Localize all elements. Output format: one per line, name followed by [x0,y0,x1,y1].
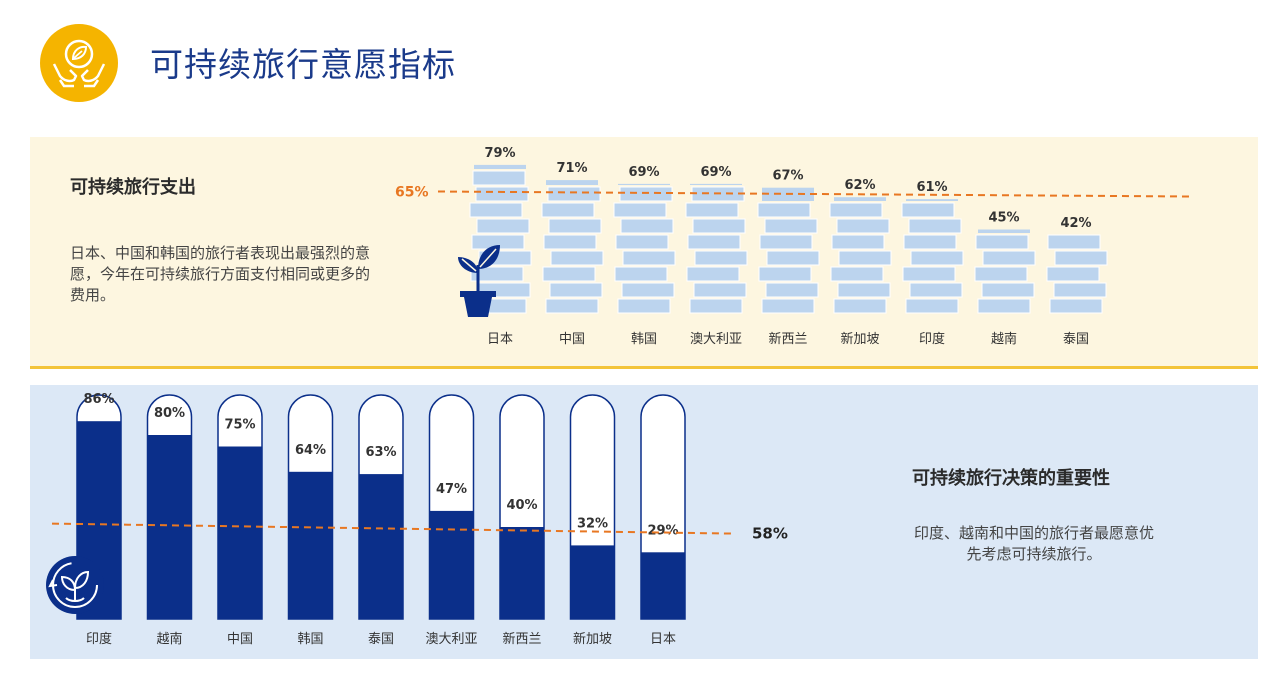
bar-1 [541,180,604,314]
reference-line [437,190,1191,198]
value-label-4: 67% [772,169,803,184]
value-label-1: 71% [556,161,587,176]
bar-4 [757,187,820,314]
category-label-3: 韩国 [297,632,323,647]
bar-8 [640,394,686,620]
page-title: 可持续旅行意愿指标 [150,45,456,84]
bar-3 [685,183,748,314]
value-label-1: 80% [154,406,185,421]
category-label-4: 泰国 [368,632,394,647]
spending-heading: 可持续旅行支出 [70,177,196,198]
importance-description: 印度、越南和中国的旅行者最愿意优先考虑可持续旅行。 [914,524,1155,563]
bar-3 [287,394,334,620]
bar-5 [428,394,475,620]
category-label-8: 泰国 [1063,332,1089,347]
category-label-0: 印度 [86,631,112,647]
category-label-2: 韩国 [631,332,657,347]
category-label-4: 新西兰 [768,331,807,347]
value-label-0: 86% [83,392,114,407]
bar-2 [217,394,263,620]
category-label-2: 中国 [227,632,253,647]
reference-label: 65% [395,185,429,201]
value-label-4: 63% [365,445,396,460]
value-label-2: 75% [224,418,255,433]
reference-label: 58% [752,525,788,543]
value-label-8: 42% [1060,216,1091,231]
bar-4 [358,394,404,620]
category-label-1: 中国 [559,332,585,347]
value-label-5: 47% [436,482,467,497]
value-label-3: 69% [700,165,731,180]
category-label-5: 新加坡 [840,331,879,347]
value-label-6: 61% [916,180,947,195]
bar-5 [829,197,892,314]
bar-2 [613,183,676,314]
category-label-7: 越南 [991,331,1017,347]
bar-6 [901,199,964,314]
category-label-6: 新西兰 [502,631,541,647]
importance-heading: 可持续旅行决策的重要性 [912,468,1110,489]
value-label-5: 62% [844,178,875,193]
value-label-3: 64% [295,443,326,458]
bar-7 [569,394,616,620]
category-label-8: 日本 [650,632,676,647]
hands-leaf-icon [40,24,118,102]
bar-8 [1046,234,1108,314]
spending-description: 日本、中国和韩国的旅行者表现出最强烈的意愿，今年在可持续旅行方面支付相同或更多的… [70,244,371,304]
value-label-0: 79% [484,146,515,161]
category-label-0: 日本 [487,332,513,347]
bar-6 [499,394,545,620]
category-label-7: 新加坡 [573,631,612,647]
recycle-leaf-icon [46,556,104,614]
bar-1 [146,394,193,620]
value-label-7: 45% [988,211,1019,226]
category-label-1: 越南 [156,631,182,647]
category-label-5: 澳大利亚 [425,631,477,647]
potted-plant-icon [458,245,500,317]
category-label-3: 澳大利亚 [690,331,742,347]
reference-line [51,522,736,535]
category-label-6: 印度 [919,331,945,347]
value-label-8: 29% [647,523,678,538]
value-label-6: 40% [506,498,537,513]
value-label-2: 69% [628,165,659,180]
bar-7 [974,229,1036,314]
value-label-7: 32% [577,516,608,531]
